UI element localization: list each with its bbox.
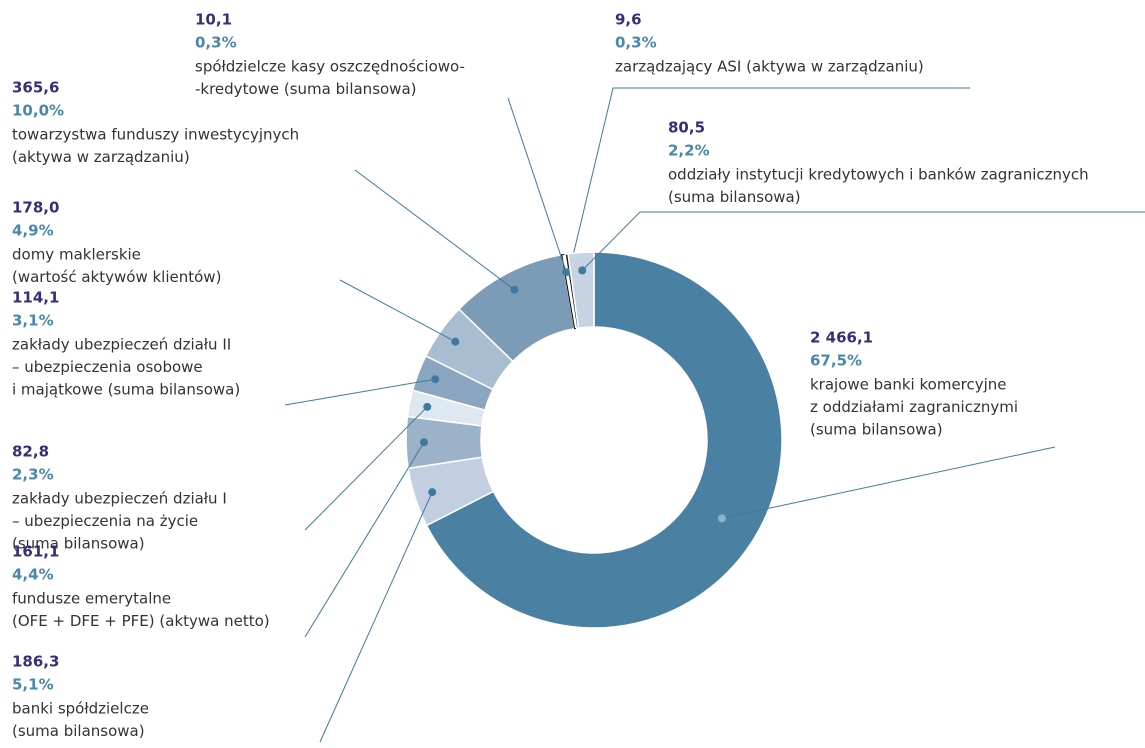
leader-dot <box>420 438 429 447</box>
category-label: (suma bilansowa) <box>810 421 943 439</box>
category-label: spółdzielcze kasy oszczędnościowo- <box>195 58 465 76</box>
leader-line <box>507 97 567 273</box>
category-label: (wartość aktywów klientów) <box>12 268 221 286</box>
share-label: 2,2% <box>668 142 710 160</box>
leader-dot <box>451 337 460 346</box>
share-label: 4,4% <box>12 566 54 584</box>
category-label: – ubezpieczenia na życie <box>12 512 198 530</box>
leader-dot <box>510 285 519 294</box>
leader-dot <box>428 488 437 497</box>
share-label: 3,1% <box>12 312 54 330</box>
leader-line <box>304 406 428 531</box>
value-label: 9,6 <box>615 11 642 29</box>
share-label: 2,3% <box>12 466 54 484</box>
category-label: (suma bilansowa) <box>12 535 145 553</box>
category-label: zakłady ubezpieczeń działu I <box>12 490 227 508</box>
category-label: z oddziałami zagranicznymi <box>810 398 1018 416</box>
leader-dot <box>431 375 440 384</box>
category-label: banki spółdzielcze <box>12 700 149 718</box>
category-label: – ubezpieczenia osobowe <box>12 358 203 376</box>
leader-line <box>354 169 515 291</box>
category-label: i majątkowe (suma bilansowa) <box>12 381 240 399</box>
category-label: (suma bilansowa) <box>12 722 145 740</box>
value-label: 161,1 <box>12 543 59 561</box>
category-label: fundusze emerytalne <box>12 590 171 608</box>
value-label: 365,6 <box>12 79 59 97</box>
donut-slice <box>425 251 783 629</box>
category-label: (OFE + DFE + PFE) (aktywa netto) <box>12 612 270 630</box>
category-label: domy maklerskie <box>12 246 141 264</box>
category-label: zakłady ubezpieczeń działu II <box>12 336 231 354</box>
category-label: (aktywa w zarządzaniu) <box>12 148 190 166</box>
leader-line <box>721 446 1056 519</box>
donut-slice <box>567 251 595 329</box>
leader-line <box>304 441 425 638</box>
value-label: 82,8 <box>12 443 49 461</box>
leader-dot <box>423 402 432 411</box>
leader-dot <box>717 514 726 523</box>
value-label: 114,1 <box>12 289 59 307</box>
value-label: 186,3 <box>12 653 59 671</box>
leader-line <box>568 87 970 272</box>
value-label: 178,0 <box>12 199 59 217</box>
leader-line <box>581 211 1145 271</box>
category-label: zarządzający ASI (aktywa w zarządzaniu) <box>615 58 924 76</box>
share-label: 67,5% <box>810 352 862 370</box>
value-label: 2 466,1 <box>810 329 873 347</box>
category-label: -kredytowe (suma bilansowa) <box>195 80 417 98</box>
share-label: 0,3% <box>195 34 237 52</box>
share-label: 4,9% <box>12 222 54 240</box>
category-label: krajowe banki komercyjne <box>810 376 1007 394</box>
leader-line <box>339 279 456 343</box>
leader-dot <box>578 266 587 275</box>
value-label: 10,1 <box>195 11 232 29</box>
leader-line <box>284 378 436 406</box>
share-label: 10,0% <box>12 102 64 120</box>
share-label: 0,3% <box>615 34 657 52</box>
category-label: oddziały instytucji kredytowych i banków… <box>668 166 1089 184</box>
value-label: 80,5 <box>668 119 705 137</box>
category-label: (suma bilansowa) <box>668 188 801 206</box>
share-label: 5,1% <box>12 676 54 694</box>
leader-line <box>319 491 433 743</box>
category-label: towarzystwa funduszy inwestycyjnych <box>12 126 299 144</box>
